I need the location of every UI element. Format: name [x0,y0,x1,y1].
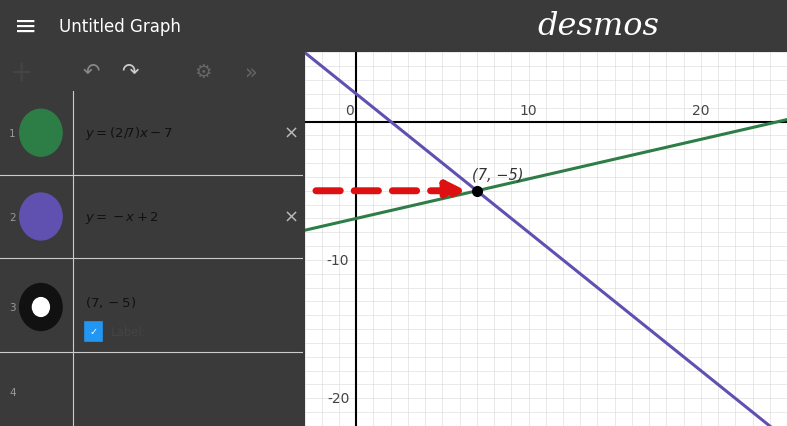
Text: $(7,-5)$: $(7,-5)$ [85,295,136,310]
Text: (7, −5): (7, −5) [471,167,523,181]
Text: »: » [245,63,258,82]
Circle shape [20,110,62,157]
Text: ⚙: ⚙ [194,63,212,82]
Text: 1: 1 [9,128,16,138]
Circle shape [20,284,62,331]
Text: 2: 2 [9,212,16,222]
Text: Label:: Label: [111,325,146,338]
Text: ×: × [283,208,298,226]
Text: 10: 10 [519,104,538,118]
Text: 0: 0 [345,104,353,118]
Text: $y = (2/7)x - 7$: $y = (2/7)x - 7$ [85,125,172,142]
Circle shape [20,193,62,240]
Text: 4: 4 [9,388,16,397]
FancyBboxPatch shape [85,322,102,341]
Text: ↶: ↶ [82,60,100,81]
Text: 3: 3 [9,302,16,312]
Circle shape [32,298,50,317]
Text: Untitled Graph: Untitled Graph [59,17,181,36]
Text: desmos: desmos [538,11,659,42]
Text: -20: -20 [327,391,349,406]
Text: ↷: ↷ [121,60,139,81]
Text: ✓: ✓ [89,327,98,337]
Text: $y = -x + 2$: $y = -x + 2$ [85,209,159,225]
Text: -10: -10 [327,253,349,268]
Text: 20: 20 [692,104,710,118]
Text: ×: × [283,124,298,142]
Text: ≡: ≡ [14,13,38,40]
Text: +: + [9,58,33,86]
